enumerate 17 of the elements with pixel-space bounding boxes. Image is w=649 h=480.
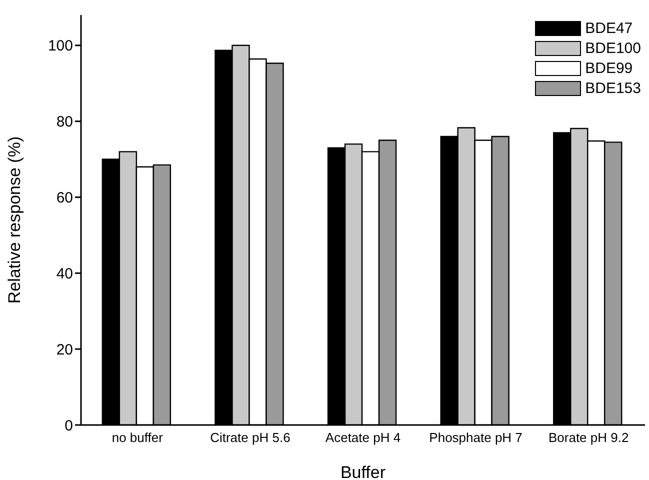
y-tick-label: 80	[56, 114, 73, 131]
y-tick-label: 60	[56, 190, 73, 207]
legend-label: BDE47	[584, 18, 634, 38]
y-tick-label: 20	[56, 341, 73, 358]
y-tick-label: 40	[56, 265, 73, 282]
y-tick-label: 100	[48, 38, 73, 55]
x-tick-label: Acetate pH 4	[325, 430, 401, 446]
y-tick-label: 0	[64, 417, 73, 434]
x-tick-label: Phosphate pH 7	[429, 430, 522, 446]
x-tick-label: Borate pH 9.2	[548, 430, 629, 446]
legend-label: BDE153	[584, 78, 641, 98]
x-tick-label: Citrate pH 5.6	[210, 430, 290, 446]
x-axis-title: Buffer	[340, 463, 386, 480]
legend-label: BDE100	[584, 38, 641, 58]
x-tick-label: no buffer	[112, 430, 164, 446]
y-axis-title: Relative response (%)	[5, 136, 24, 304]
legend-label: BDE99	[584, 58, 634, 78]
